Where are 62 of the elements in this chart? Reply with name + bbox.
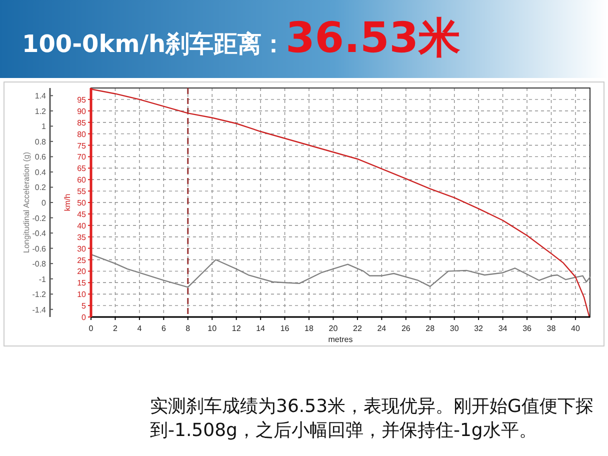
x-tick-label: 4 [137,324,142,333]
y-axis-title: Longitudinal Acceleration (g) [22,152,31,253]
y-tick-label: 1.2 [34,106,47,116]
x-tick-label: 2 [112,324,118,333]
y2-tick-label: 20 [77,267,87,276]
y2-tick-label: 0 [82,313,87,322]
y-tick-label: -0.4 [32,229,47,238]
y-tick-label: -1 [38,274,47,284]
y-tick-label: -0.8 [32,260,47,269]
x-tick-label: 26 [401,324,411,333]
x-tick-label: 30 [450,324,460,333]
y-tick-label: 0.6 [34,152,47,162]
text: 实测刹车成绩为36.53米，表现优异。刚开始G值便下探到-1.508g，之后小幅回弹，并保持住-1g水平。 [150,396,594,441]
x-tick-label: 12 [232,324,242,333]
y2-tick-label: 70 [77,152,87,162]
y-tick-label: -1.4 [32,305,47,314]
y2-tick-label: 75 [77,141,87,150]
x-tick-label: 20 [328,324,338,333]
y-tick-label: 0.2 [34,183,47,192]
y2-tick-label: 25 [77,256,87,265]
y2-tick-label: 10 [77,290,87,300]
y2-tick-label: 55 [77,187,87,196]
y2-tick-label: 95 [77,95,87,104]
y2-tick-label: 80 [77,130,87,139]
y-tick-label: -0.2 [32,214,47,223]
y-tick-label: 1 [42,122,47,132]
x-tick-label: 34 [498,324,508,333]
x-tick-label: 8 [186,324,191,333]
x-tick-label: 0 [88,324,94,333]
x-tick-label: 40 [571,324,580,333]
x-tick-label: 28 [426,324,436,333]
x-tick-label: 10 [208,324,218,333]
x-tick-label: 36 [522,324,532,333]
x-tick-label: 24 [377,324,387,333]
x-tick-label: 6 [161,324,166,333]
y2-tick-label: 45 [77,210,87,219]
y2-tick-label: 50 [77,198,87,208]
y2-tick-label: 15 [77,278,87,288]
y-tick-label: -1.2 [32,290,47,300]
x-tick-label: 14 [256,324,266,333]
x-tick-label: 32 [474,324,484,333]
y2-tick-label: 5 [82,302,87,311]
x-tick-label: 38 [546,324,556,333]
x-tick-label: 18 [304,324,314,333]
x-tick-label: 22 [353,324,362,333]
y-tick-label: 1.4 [34,92,47,101]
y2-tick-label: 65 [77,164,87,174]
y-tick-label: 0 [42,198,47,208]
y2-tick-label: 35 [77,232,87,242]
y2-axis-title: km/h [63,194,72,212]
chart-title: 100-0km/h刹车距离：36.53米 [22,13,460,62]
line-series [90,88,590,318]
x-tick-label: 16 [280,324,290,333]
x-axis-title: metres [328,335,353,344]
y2-tick-label: 90 [77,106,87,116]
y2-tick-label: 30 [77,244,87,254]
y-tick-label: -0.6 [32,244,47,254]
y-tick-label: 0.8 [34,137,47,146]
y2-tick-label: 85 [77,118,87,128]
y-tick-label: 0.4 [34,168,47,177]
y2-tick-label: 60 [77,176,87,185]
y2-tick-label: 40 [77,221,87,230]
